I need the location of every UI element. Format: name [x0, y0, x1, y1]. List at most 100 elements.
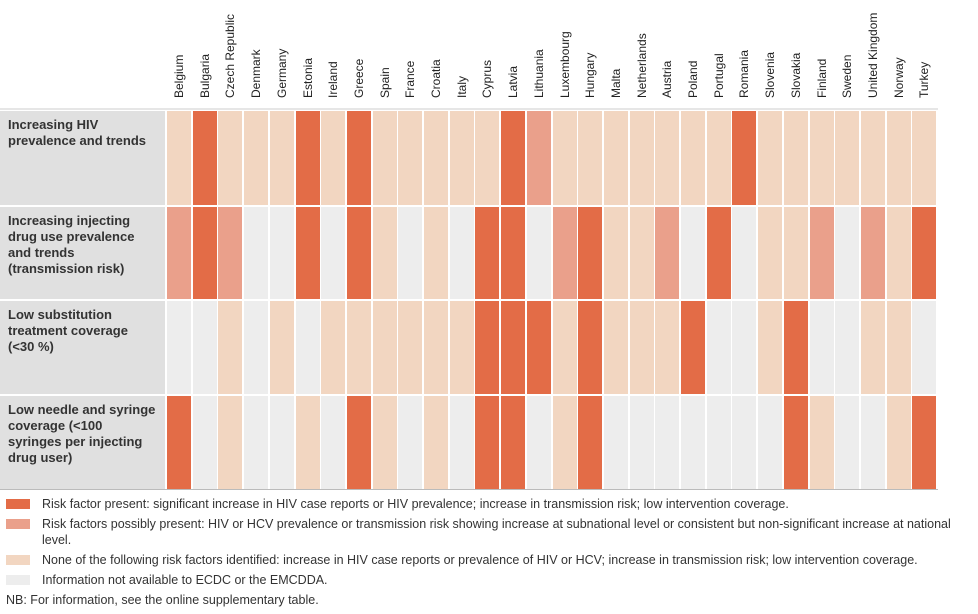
heatmap-cell — [346, 207, 371, 299]
column-label: Czech Republic — [223, 13, 238, 98]
legend-swatch — [6, 575, 30, 585]
heatmap-cell — [475, 301, 500, 394]
legend-label: Risk factors possibly present: HIV or HC… — [42, 517, 951, 547]
row-label: Increasing injecting drug use prevalence… — [0, 207, 165, 299]
heatmap-cell — [501, 396, 526, 489]
heatmap-cell — [629, 111, 654, 205]
heatmap-cell — [655, 301, 680, 394]
column-label: Hungary — [583, 52, 598, 98]
heatmap-cell — [552, 396, 577, 489]
heatmap-cell — [783, 301, 808, 394]
heatmap-cell — [681, 111, 705, 205]
heatmap-cell — [526, 111, 551, 205]
heatmap-cell — [244, 301, 269, 394]
heatmap-cell — [681, 301, 705, 394]
heatmap-cell — [912, 301, 937, 394]
heatmap-cell — [475, 111, 500, 205]
row-label: Increasing HIV prevalence and trends — [0, 111, 165, 205]
heatmap-cell — [295, 207, 320, 299]
heatmap-cell — [758, 396, 783, 489]
heatmap-cell — [578, 111, 603, 205]
column-label: Spain — [377, 67, 392, 98]
heatmap-cell — [655, 111, 680, 205]
heatmap-cell — [218, 207, 243, 299]
column-label: Turkey — [917, 61, 932, 98]
heatmap-cell — [346, 301, 371, 394]
heatmap-cell — [860, 111, 885, 205]
risk-factor-heatmap: Belgium Bulgaria Czech Republic Denmark Germ… — [0, 13, 938, 490]
heatmap-cell — [835, 207, 860, 299]
heatmap-cell — [295, 111, 320, 205]
column-label: Denmark — [249, 49, 264, 98]
footnote: NB: For information, see the online supp… — [6, 593, 319, 607]
heatmap-cell — [526, 396, 551, 489]
column-label: Ireland — [326, 61, 341, 98]
heatmap-cell — [321, 396, 346, 489]
heatmap-cell — [526, 301, 551, 394]
heatmap-cell — [886, 207, 911, 299]
legend-swatch — [6, 555, 30, 565]
column-label: France — [403, 60, 418, 98]
heatmap-cell — [398, 207, 423, 299]
heatmap-cell — [629, 301, 654, 394]
heatmap-cell — [398, 396, 423, 489]
column-label: Malta — [608, 68, 623, 98]
heatmap-cell — [269, 207, 294, 299]
heatmap-cell — [501, 111, 526, 205]
heatmap-cell — [218, 396, 243, 489]
legend-label: Risk factor present: significant increas… — [42, 497, 789, 511]
column-label: Slovenia — [763, 51, 778, 98]
column-label: Latvia — [506, 65, 521, 98]
heatmap-cell — [758, 301, 783, 394]
row-label: Low substitution treatment coverage (<30… — [0, 301, 165, 394]
heatmap-cell — [526, 207, 551, 299]
heatmap-cell — [295, 396, 320, 489]
bottom-divider — [0, 489, 938, 490]
legend-item-none: None of the following risk factors ident… — [6, 552, 976, 568]
heatmap-cell — [321, 111, 346, 205]
heatmap-cell — [449, 111, 474, 205]
heatmap-cell — [321, 207, 346, 299]
heatmap-cell — [809, 111, 834, 205]
column-label: Estonia — [300, 57, 315, 98]
column-label: Norway — [891, 57, 906, 98]
heatmap-cell — [860, 207, 885, 299]
heatmap-cell — [681, 396, 705, 489]
column-label: Finland — [814, 58, 829, 98]
heatmap-cell — [732, 396, 757, 489]
heatmap-cell — [886, 111, 911, 205]
legend-item-not-available: Information not available to ECDC or the… — [6, 572, 976, 588]
row-label: Low needle and syringe coverage (<100 sy… — [0, 396, 165, 489]
heatmap-cell — [372, 207, 397, 299]
heatmap-cell — [758, 111, 783, 205]
heatmap-cell — [552, 207, 577, 299]
heatmap-cell — [603, 396, 628, 489]
column-label: Cyprus — [480, 59, 495, 98]
heatmap-cell — [346, 396, 371, 489]
column-label: Portugal — [711, 53, 726, 98]
legend-label: Information not available to ECDC or the… — [42, 573, 328, 587]
heatmap-cell — [167, 301, 191, 394]
heatmap-cell — [269, 111, 294, 205]
column-label: Slovakia — [788, 52, 803, 98]
heatmap-cell — [424, 396, 448, 489]
heatmap-cell — [424, 301, 448, 394]
heatmap-cell — [218, 301, 243, 394]
legend-label: None of the following risk factors ident… — [42, 553, 918, 567]
heatmap-cell — [912, 207, 937, 299]
heatmap-cell — [552, 301, 577, 394]
heatmap-cell — [629, 396, 654, 489]
column-label: Romania — [737, 49, 752, 98]
column-label: Italy — [454, 75, 469, 98]
heatmap-cell — [706, 301, 731, 394]
heatmap-cell — [475, 396, 500, 489]
heatmap-cell — [783, 111, 808, 205]
heatmap-cell — [758, 207, 783, 299]
heatmap-cell — [912, 111, 937, 205]
legend-swatch — [6, 499, 30, 509]
heatmap-cell — [655, 396, 680, 489]
column-label: Poland — [686, 60, 700, 98]
heatmap-cell — [578, 207, 603, 299]
column-label: Luxembourg — [557, 31, 572, 98]
column-label: Germany — [274, 48, 289, 98]
